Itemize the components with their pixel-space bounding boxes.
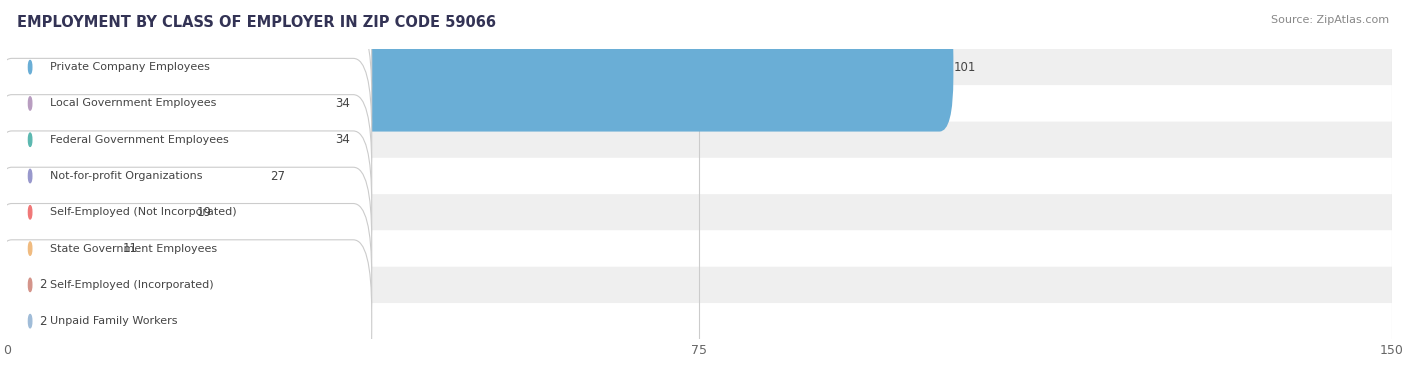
FancyBboxPatch shape (0, 204, 371, 366)
Circle shape (28, 97, 32, 110)
Text: EMPLOYMENT BY CLASS OF EMPLOYER IN ZIP CODE 59066: EMPLOYMENT BY CLASS OF EMPLOYER IN ZIP C… (17, 15, 496, 30)
Text: 2: 2 (39, 315, 46, 328)
FancyBboxPatch shape (7, 49, 1392, 85)
Text: 19: 19 (197, 206, 211, 219)
FancyBboxPatch shape (0, 131, 371, 294)
Circle shape (28, 205, 32, 219)
Circle shape (28, 60, 32, 74)
FancyBboxPatch shape (0, 240, 371, 377)
FancyBboxPatch shape (0, 148, 197, 277)
FancyBboxPatch shape (0, 22, 371, 185)
Text: Private Company Employees: Private Company Employees (51, 62, 211, 72)
Text: 34: 34 (335, 133, 350, 146)
FancyBboxPatch shape (0, 221, 39, 349)
FancyBboxPatch shape (0, 112, 270, 241)
Text: 11: 11 (122, 242, 138, 255)
Text: Not-for-profit Organizations: Not-for-profit Organizations (51, 171, 202, 181)
Text: Self-Employed (Not Incorporated): Self-Employed (Not Incorporated) (51, 207, 238, 217)
FancyBboxPatch shape (0, 184, 122, 313)
FancyBboxPatch shape (0, 75, 335, 204)
FancyBboxPatch shape (0, 3, 953, 132)
Text: 27: 27 (270, 170, 285, 182)
Text: 2: 2 (39, 278, 46, 291)
Text: State Government Employees: State Government Employees (51, 244, 218, 254)
FancyBboxPatch shape (0, 39, 335, 168)
FancyBboxPatch shape (0, 167, 371, 330)
Text: Federal Government Employees: Federal Government Employees (51, 135, 229, 145)
FancyBboxPatch shape (7, 121, 1392, 158)
Circle shape (28, 133, 32, 146)
Text: 101: 101 (953, 61, 976, 74)
FancyBboxPatch shape (7, 158, 1392, 194)
FancyBboxPatch shape (7, 85, 1392, 121)
FancyBboxPatch shape (0, 257, 39, 377)
FancyBboxPatch shape (7, 303, 1392, 339)
Circle shape (28, 314, 32, 328)
Text: Self-Employed (Incorporated): Self-Employed (Incorporated) (51, 280, 214, 290)
FancyBboxPatch shape (0, 58, 371, 221)
Text: Local Government Employees: Local Government Employees (51, 98, 217, 109)
FancyBboxPatch shape (0, 95, 371, 257)
Circle shape (28, 242, 32, 255)
Circle shape (28, 169, 32, 183)
FancyBboxPatch shape (7, 267, 1392, 303)
Text: Unpaid Family Workers: Unpaid Family Workers (51, 316, 179, 326)
FancyBboxPatch shape (0, 0, 371, 149)
Circle shape (28, 278, 32, 291)
FancyBboxPatch shape (7, 194, 1392, 230)
Text: 34: 34 (335, 97, 350, 110)
FancyBboxPatch shape (7, 230, 1392, 267)
Text: Source: ZipAtlas.com: Source: ZipAtlas.com (1271, 15, 1389, 25)
